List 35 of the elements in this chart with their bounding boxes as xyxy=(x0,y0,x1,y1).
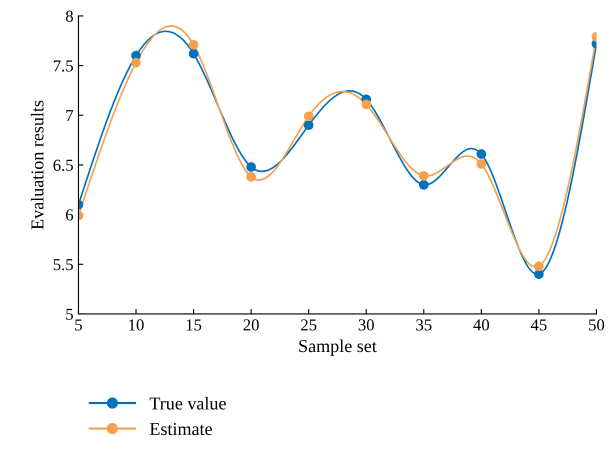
y-tick-label: 7 xyxy=(66,110,74,122)
x-tick-label: 45 xyxy=(530,319,547,331)
point xyxy=(476,159,486,169)
point xyxy=(476,149,486,159)
x-tick-label: 15 xyxy=(186,319,202,331)
point xyxy=(246,162,256,172)
x-axis-title: Sample set xyxy=(299,339,377,356)
point xyxy=(131,58,141,68)
x-tick-label: 5 xyxy=(75,319,82,331)
point xyxy=(188,40,198,50)
point xyxy=(304,111,314,122)
legend-label: True value xyxy=(150,396,226,410)
y-tick-label: 5 xyxy=(66,308,73,320)
y-tick-label: 7.5 xyxy=(54,60,73,72)
point xyxy=(418,171,429,181)
y-tick-label: 5.5 xyxy=(54,259,73,270)
point xyxy=(246,172,256,182)
point xyxy=(534,269,544,280)
point xyxy=(361,99,372,110)
x-tick-label: 10 xyxy=(129,319,144,331)
y-axis-title: Evaluation results xyxy=(30,100,44,230)
point xyxy=(304,120,314,130)
point xyxy=(418,180,429,190)
point xyxy=(188,48,198,59)
y-tick-label: 6 xyxy=(66,209,74,221)
legend-label: Estimate xyxy=(150,422,212,436)
x-tick-label: 30 xyxy=(358,319,374,331)
x-tick-label: 25 xyxy=(301,319,316,331)
x-tick-label: 20 xyxy=(244,319,259,331)
point xyxy=(534,261,544,272)
x-tick-label: 35 xyxy=(416,319,432,331)
y-tick-label: 8 xyxy=(66,10,73,22)
x-tick-label: 40 xyxy=(473,319,490,331)
y-tick-label: 6.5 xyxy=(53,160,73,171)
x-tick-label: 50 xyxy=(589,319,604,331)
